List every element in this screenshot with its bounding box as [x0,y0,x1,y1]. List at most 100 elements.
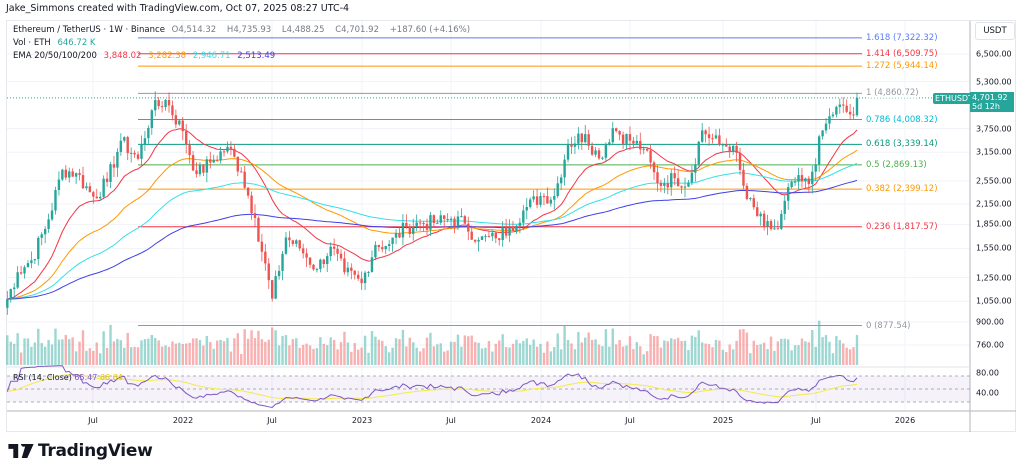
volume-bar [157,340,160,365]
volume-bar [136,347,140,365]
candle-body [71,171,74,177]
price-tick: 3,750.00 [976,124,1012,134]
candle-body [573,143,577,147]
volume-bar [821,337,824,365]
candle-body [824,123,828,131]
volume-bar [322,343,325,365]
volume-bar [807,342,811,365]
candle-body [202,164,205,173]
volume-bar [202,345,205,365]
candle-body [800,175,804,182]
volume-bar [735,340,738,365]
volume-bar [112,341,116,365]
candle-body [639,140,642,150]
candle-body [855,97,859,116]
volume-bar [188,342,191,365]
candle-body [363,272,367,284]
candle-body [470,231,473,240]
volume-bar [37,328,40,365]
candle-body [329,246,332,257]
candle-body [301,248,305,254]
volume-bar [535,346,539,365]
chart-frame [6,20,1016,432]
candle-body [257,217,260,242]
volume-bar [749,353,752,365]
candle-body [529,199,532,207]
currency-button[interactable]: USDT [975,22,1015,40]
volume-bar [357,349,360,365]
volume-bar [542,352,546,365]
candle-body [714,135,718,139]
volume-bar [549,351,553,365]
volume-bar [81,330,85,365]
volume-bar [766,349,769,365]
volume-bar [817,320,821,365]
price-tick: 6,500.00 [976,49,1012,59]
candle-body [656,172,659,184]
price-tick: 1,050.00 [976,296,1012,306]
candle-body [50,210,54,220]
candle-body [522,210,525,223]
volume-bar [78,341,81,365]
volume-bar [470,335,473,365]
candle-body [842,104,845,106]
candle-body [133,152,136,155]
candle-body [143,138,147,144]
candle-body [219,151,222,161]
volume-bar [473,342,477,365]
time-tick: 2023 [351,416,373,425]
time-tick: Jul [446,416,456,425]
volume-bar [625,345,628,365]
fib-level-label: 1.618 (7,322.32) [866,32,938,43]
volume-bar [40,343,43,365]
candle-body [831,114,835,117]
candle-body [116,151,119,168]
volume-bar [154,337,157,365]
candle-body [78,173,81,176]
volume-bar [336,349,339,365]
volume-bar [116,338,119,365]
volume-bar [580,342,583,365]
volume-bar [174,343,178,365]
volume-bar [246,338,250,365]
volume-bar [205,335,209,365]
candle-body [40,234,43,238]
candle-body [315,269,319,271]
volume-bar [738,329,742,365]
ema-label[interactable]: EMA 20/50/100/200 [13,51,97,61]
candle-body [762,213,766,227]
volume-bar [649,334,652,365]
candle-body [759,213,762,217]
volume-label[interactable]: Vol · ETH [13,38,51,48]
fib-level-label: 0.618 (3,339.14) [866,139,938,150]
volume-bar [264,341,267,365]
fib-level-label: 0.236 (1,817.57) [866,221,938,232]
volume-bar [398,339,401,365]
volume-bar [563,325,566,365]
volume-bar [529,344,532,365]
rsi-label[interactable]: RSI (14, Close) [13,373,72,382]
volume-bar [85,350,88,365]
symbol-name[interactable]: Ethereum / TetherUS · 1W · Binance [13,25,165,35]
volume-bar [195,338,198,365]
ema20-value: 3,848.02 [103,51,142,61]
candle-body [456,216,460,227]
volume-bar [742,329,745,365]
candle-body [85,186,88,189]
candle-body [535,196,539,205]
volume-bar [463,335,467,365]
volume-bar [498,340,501,365]
volume-bar [281,336,284,365]
candle-body [236,156,239,172]
candle-body [61,169,64,180]
volume-bar [405,346,408,365]
candle-body [817,136,821,165]
volume-bar [718,340,721,365]
tradingview-logo[interactable]: TradingView [8,441,153,461]
candle-body [185,131,188,145]
volume-value: 646.72 K [57,38,96,48]
candle-body [33,259,37,261]
volume-bar [50,344,54,365]
volume-bar [19,352,23,365]
